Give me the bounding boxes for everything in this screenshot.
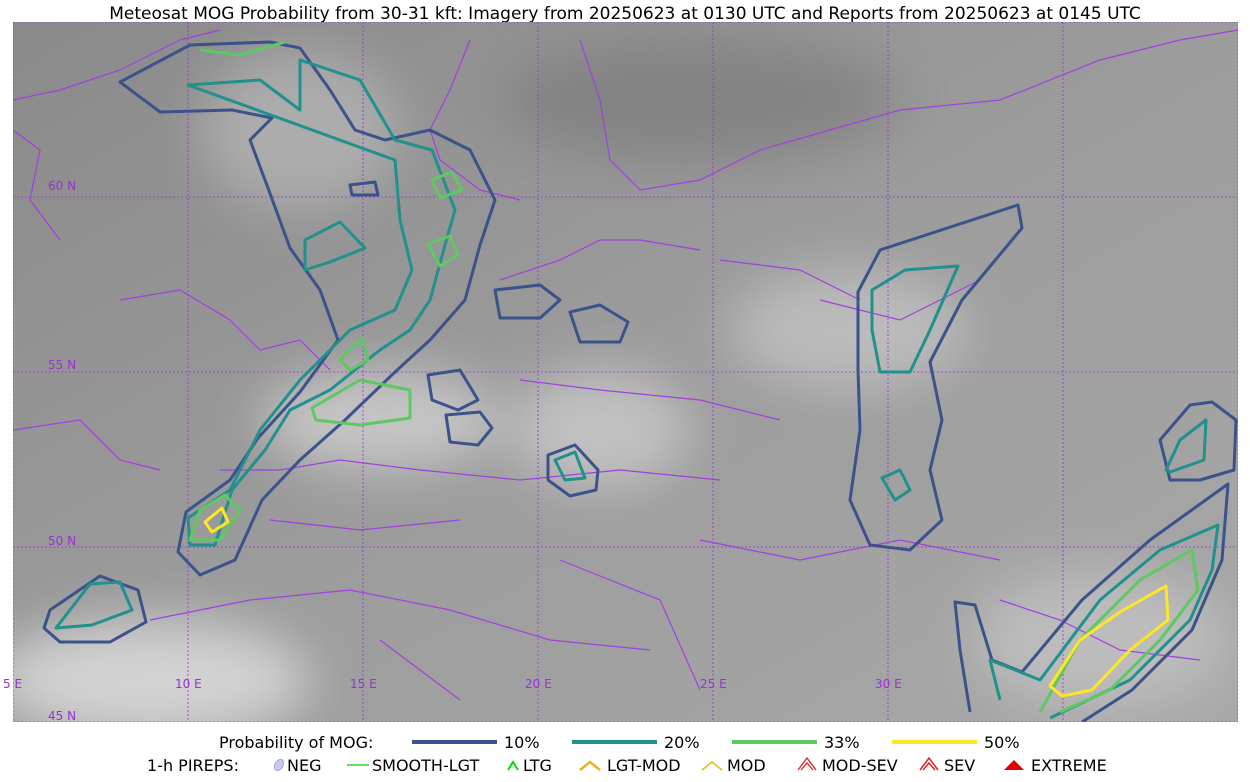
map (13, 22, 1238, 722)
legend-label: NEG (287, 756, 321, 775)
legend-label: SMOOTH-LGT (372, 756, 479, 775)
legend-label: 33% (824, 733, 860, 752)
title: Meteosat MOG Probability from 30-31 kft:… (109, 4, 1141, 24)
legend: Probability of MOG: 10% 20% 33% 50% 1-h … (147, 733, 1107, 775)
legend-title: 1-h PIREPS: (147, 756, 239, 775)
contour-10 (546, 443, 600, 498)
legend-title: Probability of MOG: (219, 733, 373, 752)
contour-33 (188, 40, 464, 542)
legend-label: SEV (944, 756, 975, 775)
legend-label: EXTREME (1031, 756, 1107, 775)
contour-10 (42, 574, 148, 644)
lon-label: 30 E (875, 677, 902, 691)
lat-label: 55 N (48, 358, 76, 372)
legend-label: MOD-SEV (822, 756, 898, 775)
lat-label: 50 N (48, 534, 76, 548)
contour-50 (203, 506, 1170, 698)
legend-label: LGT-MOD (607, 756, 681, 775)
contour-10 (1158, 400, 1238, 482)
legend-label: MOD (727, 756, 766, 775)
contour-10 (118, 40, 497, 577)
lat-label: 60 N (48, 179, 76, 193)
lon-label: 25 E (700, 677, 727, 691)
contour-33 (1038, 548, 1200, 714)
lon-label: 5 E (3, 677, 22, 691)
lon-label: 10 E (175, 677, 202, 691)
legend-label: 10% (504, 733, 540, 752)
coastlines (13, 29, 1238, 701)
legend-label: 50% (984, 733, 1020, 752)
contour-20 (870, 264, 960, 502)
lat-label: 45 N (48, 709, 76, 723)
contour-20 (988, 523, 1220, 720)
lon-label: 20 E (525, 677, 552, 691)
contour-10 (848, 203, 1024, 552)
legend-label: 20% (664, 733, 700, 752)
contour-20 (186, 58, 457, 547)
contours (42, 40, 1238, 722)
grid-labels: 60 N 55 N 50 N 45 N 5 E 10 E 15 E 20 E 2… (3, 179, 902, 723)
contour-20 (54, 220, 1208, 630)
lon-label: 15 E (350, 677, 377, 691)
contour-10 (953, 482, 1230, 722)
contour-10 (348, 180, 630, 447)
legend-label: LTG (523, 756, 552, 775)
